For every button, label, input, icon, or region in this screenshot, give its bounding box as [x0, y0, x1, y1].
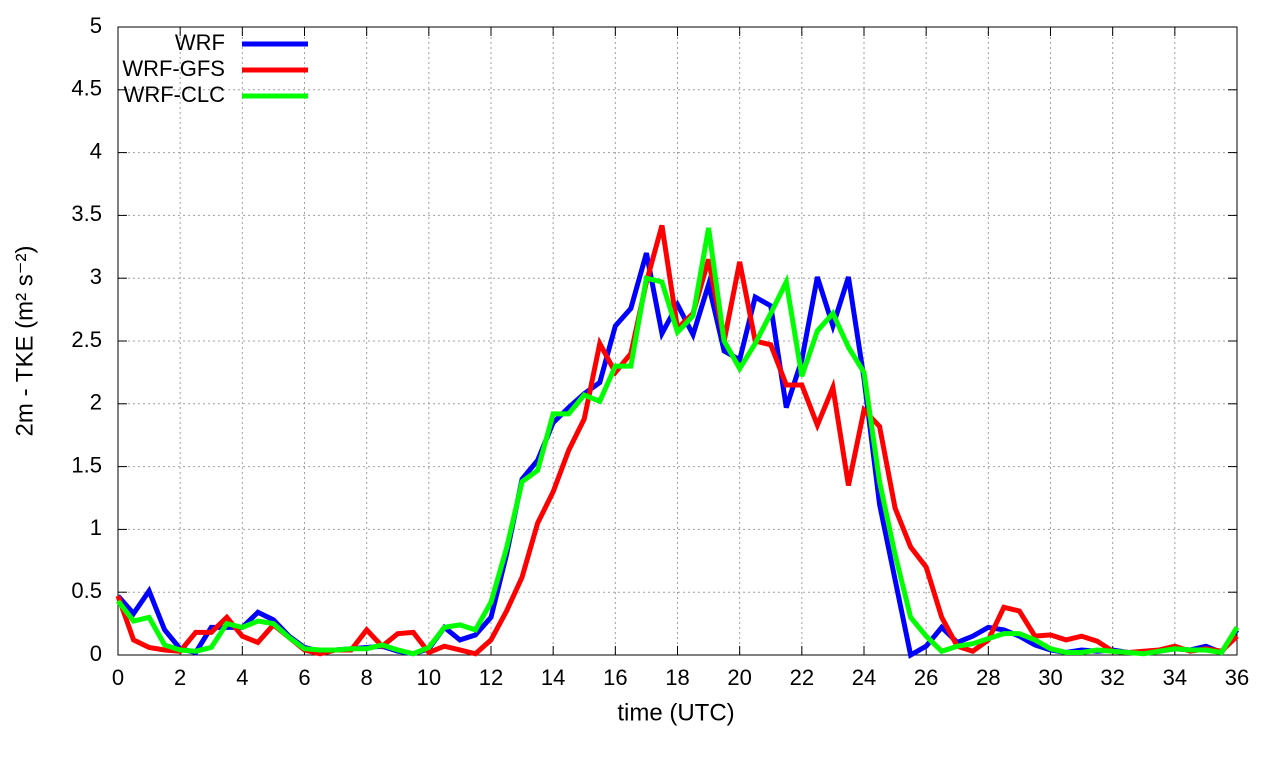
plot-frame: [117, 26, 1238, 656]
line-series: [116, 227, 1240, 657]
x-tick-label: 6: [298, 665, 310, 690]
y-tick-label: 5: [90, 13, 102, 38]
x-tick-label: 30: [1038, 665, 1062, 690]
x-tick-label: 26: [914, 665, 938, 690]
x-tick-label: 28: [976, 665, 1000, 690]
x-tick-label: 32: [1100, 665, 1124, 690]
x-tick-label: 16: [603, 665, 627, 690]
y-tick-label: 2: [90, 390, 102, 415]
legend-label: WRF-CLC: [124, 82, 226, 107]
y-tick-label: 3.5: [71, 201, 102, 226]
x-tick-label: 14: [541, 665, 565, 690]
y-tick-label: 1.5: [71, 452, 102, 477]
x-tick-label: 12: [479, 665, 503, 690]
y-tick-label: 0: [90, 641, 102, 666]
y-tick-label: 2.5: [71, 327, 102, 352]
y-tick-label: 4.5: [71, 76, 102, 101]
x-tick-label: 24: [852, 665, 876, 690]
x-tick-label: 4: [236, 665, 248, 690]
y-tick-label: 0.5: [71, 578, 102, 603]
y-tick-label: 1: [90, 515, 102, 540]
line-series: [115, 224, 1239, 657]
x-tick-label: 2: [174, 665, 186, 690]
x-tick-label: 18: [665, 665, 689, 690]
y-tick-label: 3: [90, 264, 102, 289]
y-axis-label: 2m - TKE (m² s⁻²): [11, 246, 38, 437]
legend-label: WRF: [175, 30, 225, 55]
x-tick-label: 36: [1225, 665, 1249, 690]
x-tick-label: 34: [1163, 665, 1187, 690]
x-tick-label: 10: [417, 665, 441, 690]
x-tick-label: 20: [727, 665, 751, 690]
x-tick-label: 22: [790, 665, 814, 690]
x-tick-label: 8: [361, 665, 373, 690]
legend-label: WRF-GFS: [122, 56, 225, 81]
x-tick-label: 0: [112, 665, 124, 690]
x-axis-label: time (UTC): [617, 699, 734, 726]
y-tick-label: 4: [90, 138, 102, 163]
